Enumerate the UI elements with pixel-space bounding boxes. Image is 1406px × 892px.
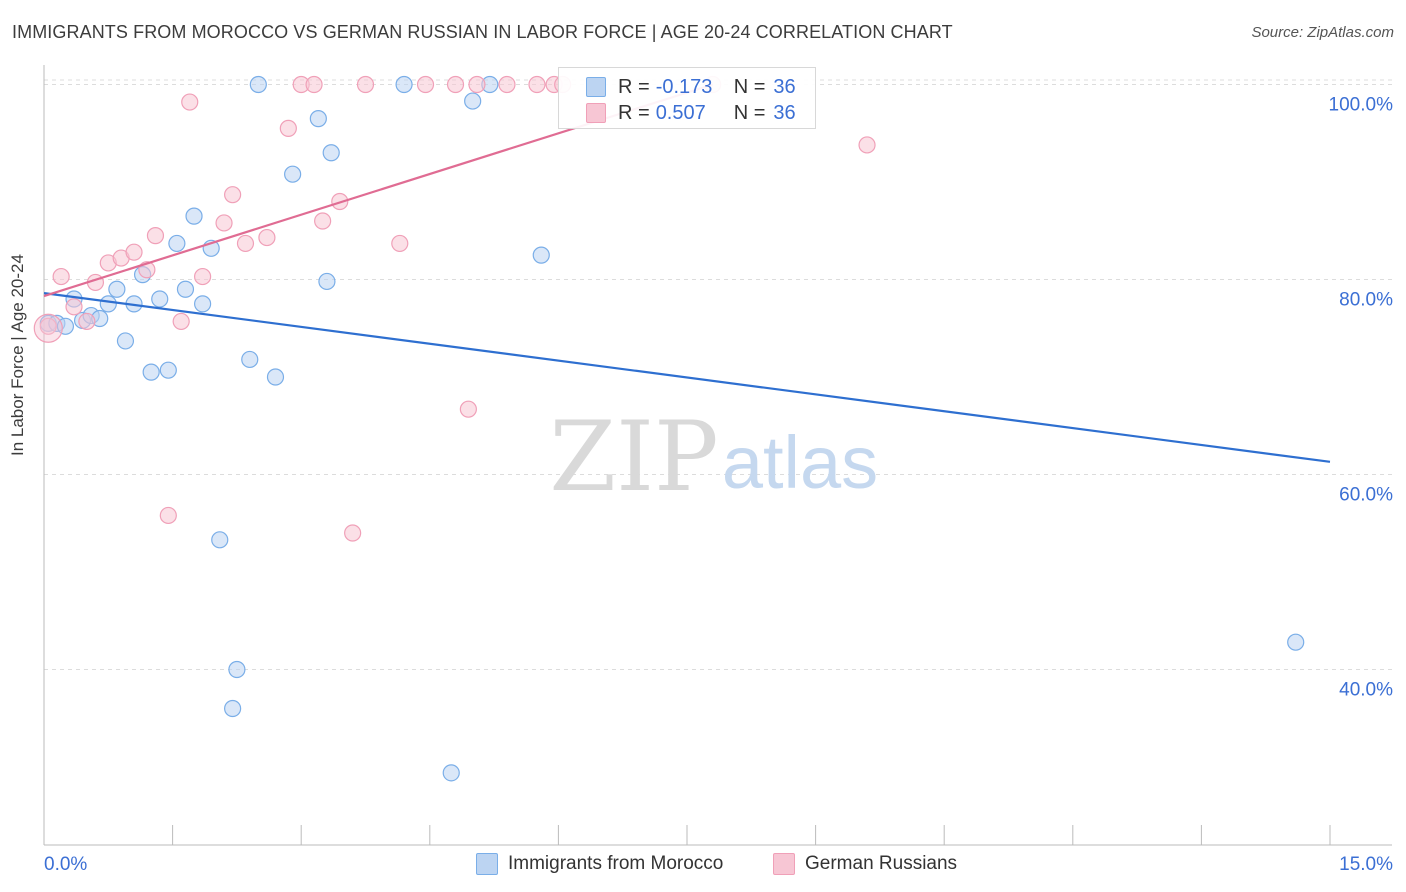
german-russian-r-value: 0.507 <box>655 101 706 124</box>
point-german-russian <box>416 75 435 94</box>
point-morocco <box>99 295 117 313</box>
point-morocco <box>241 350 259 369</box>
point-german-russian <box>858 136 876 154</box>
point-german-russian <box>125 243 143 261</box>
legend-label-german-russians: German Russians <box>805 853 958 874</box>
point-german-russian <box>258 228 276 247</box>
german-russian-swatch <box>586 103 606 123</box>
point-morocco <box>194 295 212 313</box>
point-german-russian <box>279 119 297 137</box>
y-axis-title: In Labor Force | Age 20-24 <box>8 254 27 456</box>
point-morocco <box>159 361 177 379</box>
point-german-russian <box>459 400 477 418</box>
point-morocco <box>464 92 482 110</box>
legend-label-morocco: Immigrants from Morocco <box>508 853 724 874</box>
axes <box>43 65 1392 846</box>
point-morocco <box>266 368 285 386</box>
point-morocco <box>442 764 460 782</box>
point-german-russian <box>39 317 57 335</box>
point-german-russian <box>236 234 255 253</box>
point-german-russian <box>52 267 70 286</box>
point-german-russian <box>172 312 190 331</box>
legend-item-german-russians: German Russians <box>773 851 957 877</box>
point-cluster <box>33 313 63 343</box>
r-label: R = <box>618 75 650 98</box>
point-morocco <box>108 280 126 298</box>
x-tick-label-min: 0.0% <box>44 854 87 875</box>
x-tick-label-max: 15.0% <box>1339 854 1393 875</box>
point-morocco <box>142 363 160 381</box>
watermark-zip: ZIP <box>549 401 718 513</box>
watermark: ZIP atlas <box>549 401 878 513</box>
point-german-russian <box>528 75 546 94</box>
morocco-swatch <box>586 77 606 97</box>
point-german-russian <box>356 75 375 94</box>
point-german-russian <box>446 75 465 94</box>
morocco-r-value: -0.173 <box>655 75 713 98</box>
point-morocco <box>224 699 242 718</box>
point-morocco <box>322 144 340 162</box>
n-label: N = <box>733 75 766 98</box>
point-morocco <box>228 660 246 679</box>
point-german-russian <box>78 312 96 331</box>
morocco-n-value: 36 <box>773 75 796 98</box>
chart-title: IMMIGRANTS FROM MOROCCO VS GERMAN RUSSIA… <box>12 22 953 42</box>
point-morocco <box>1287 633 1305 651</box>
point-german-russian <box>146 227 165 245</box>
point-german-russian <box>65 298 83 316</box>
r-label: R = <box>618 101 650 124</box>
point-morocco <box>151 290 169 308</box>
y-tick-label: 40.0% <box>1339 680 1393 701</box>
point-morocco <box>211 531 229 549</box>
point-german-russian <box>224 186 242 204</box>
point-morocco <box>532 246 550 264</box>
legend-swatch-morocco <box>476 853 498 875</box>
point-morocco <box>318 272 336 291</box>
point-german-russian <box>344 524 362 542</box>
series-legend: Immigrants from Morocco German Russians <box>0 851 1406 879</box>
point-morocco <box>116 332 135 350</box>
point-german-russian <box>314 212 332 230</box>
legend-item-morocco: Immigrants from Morocco <box>476 851 723 877</box>
y-tick-label: 100.0% <box>1329 95 1394 116</box>
point-german-russian <box>194 267 212 286</box>
point-morocco <box>284 165 302 183</box>
german-russian-n-value: 36 <box>773 101 796 124</box>
point-morocco <box>176 280 195 298</box>
watermark-atlas: atlas <box>722 421 878 504</box>
point-morocco <box>185 207 203 225</box>
point-german-russian <box>468 75 486 94</box>
point-morocco <box>395 75 413 94</box>
point-german-russian <box>305 75 323 94</box>
point-german-russian <box>181 93 199 111</box>
n-label: N = <box>733 101 766 124</box>
point-morocco <box>309 110 327 128</box>
stats-legend-row-morocco: R = -0.173 N = 36 <box>559 74 796 100</box>
stats-legend: R = -0.173 N = 36 R = 0.507 N = 36 <box>558 67 816 129</box>
y-tick-label: 80.0% <box>1339 290 1393 311</box>
point-morocco <box>168 234 186 253</box>
trend-line-morocco <box>43 292 1331 463</box>
legend-swatch-german-russians <box>773 853 795 875</box>
grid-lines <box>44 79 1392 670</box>
point-german-russian <box>391 234 409 253</box>
point-german-russian <box>159 506 177 525</box>
y-tick-label: 60.0% <box>1339 485 1393 506</box>
point-german-russian <box>215 214 233 232</box>
stats-legend-row-german-russian: R = 0.507 N = 36 <box>559 100 796 126</box>
chart-source: Source: ZipAtlas.com <box>1251 24 1394 41</box>
point-morocco <box>249 75 267 94</box>
point-german-russian <box>498 75 516 94</box>
